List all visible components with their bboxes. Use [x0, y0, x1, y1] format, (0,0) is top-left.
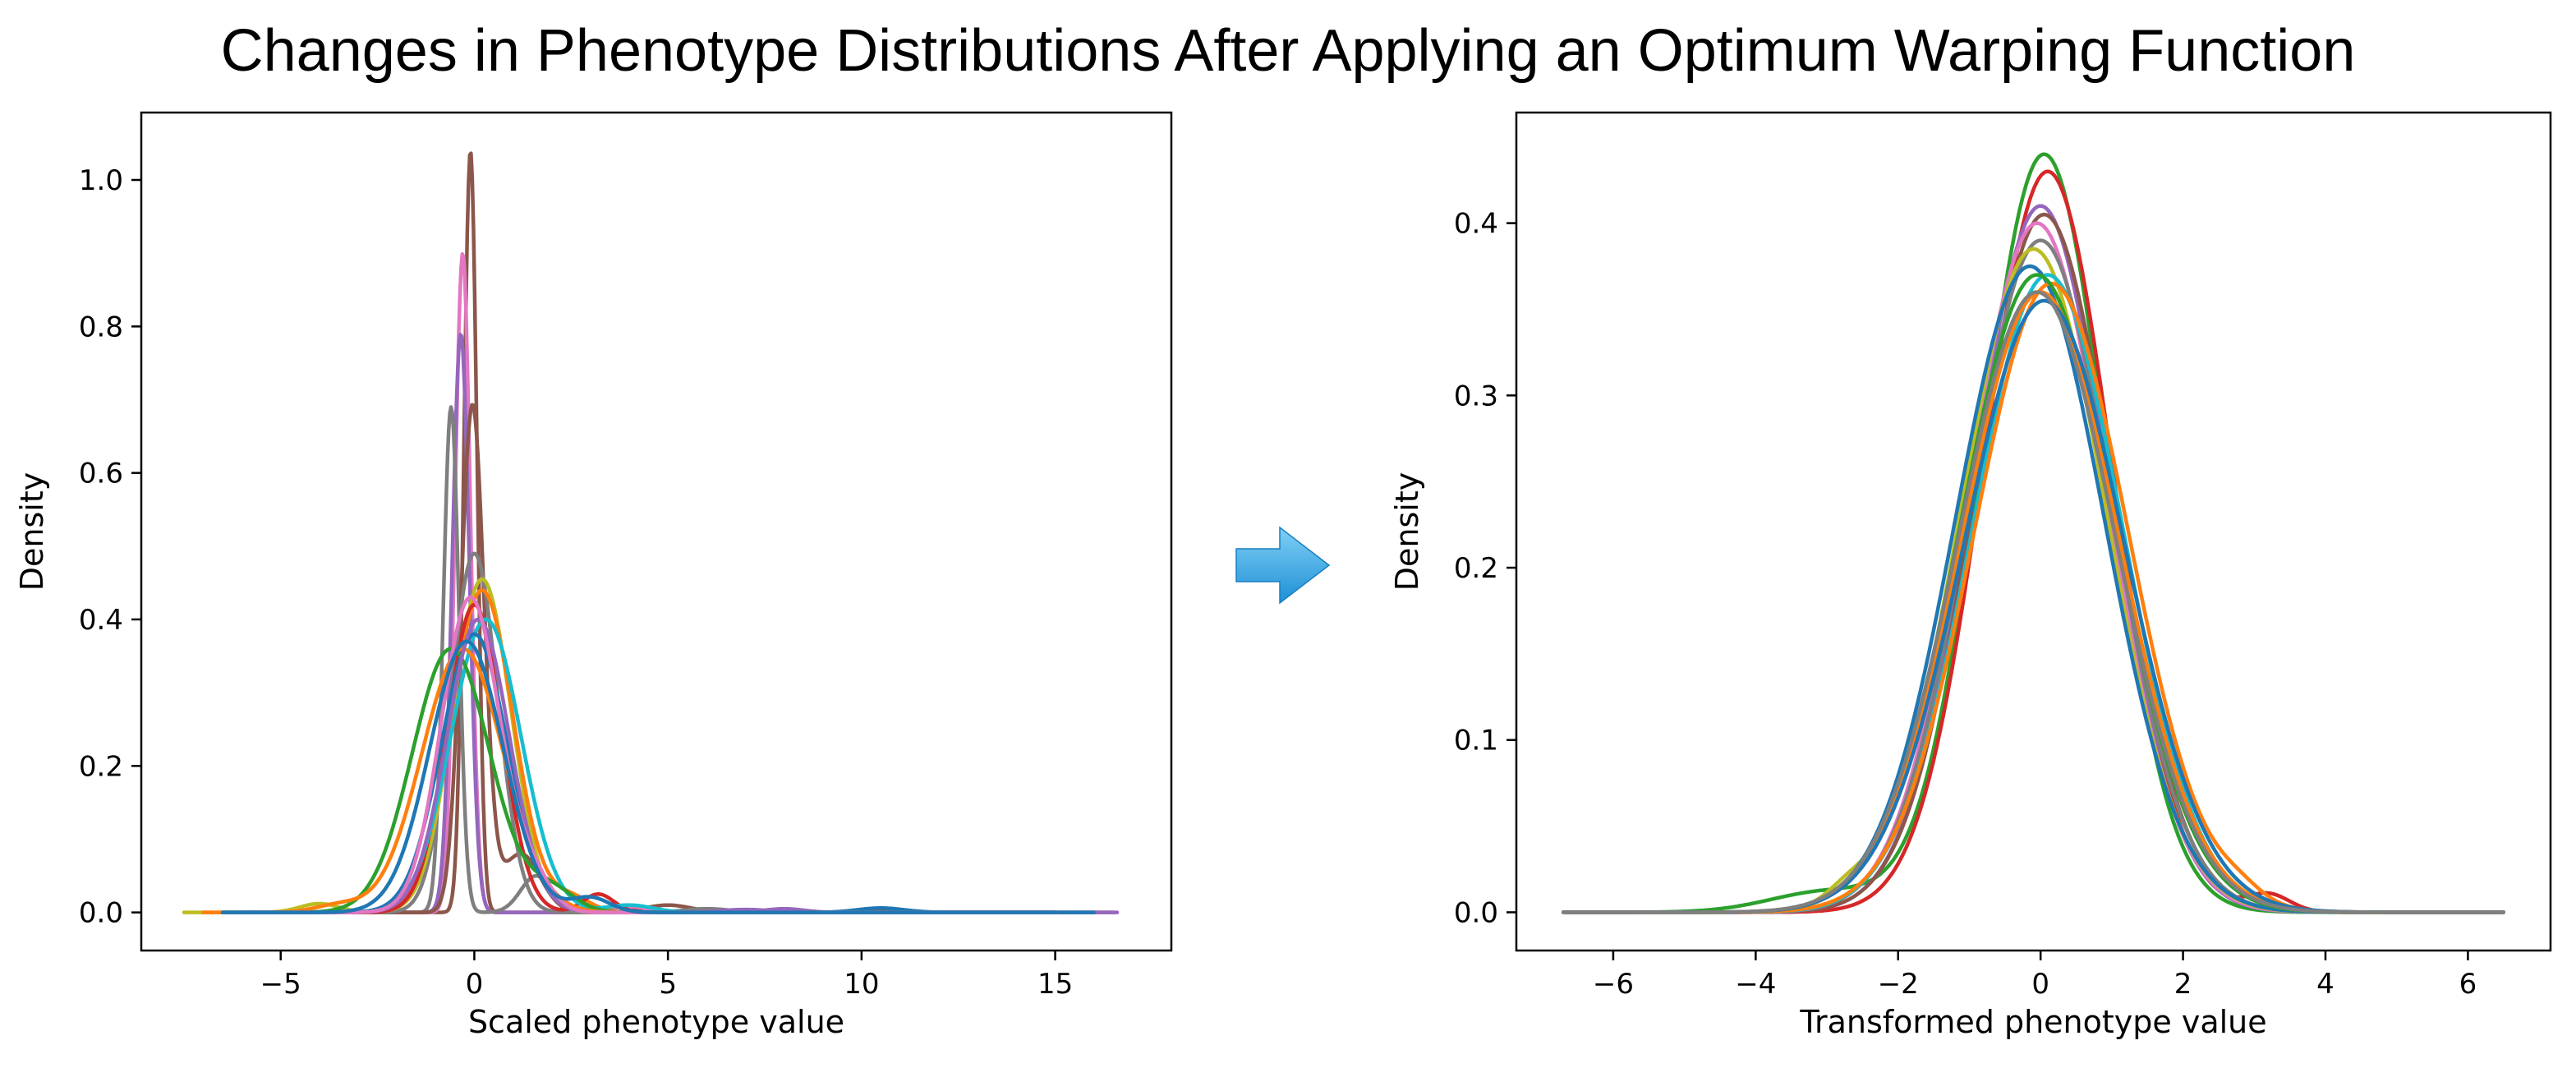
density-curve-14: [1561, 290, 2506, 914]
density-curve-1: [240, 151, 1116, 914]
x-tick-label: 15: [1037, 968, 1073, 1001]
density-curve-7: [1561, 246, 2506, 914]
chart-scaled-phenotype: −5 0 5 10 15 0.0 0.2 0.4 0.6 0.8 1.0 Scaled phenoty…: [14, 111, 1173, 1040]
density-curve-2: [1561, 169, 2506, 914]
density-curve-12: [220, 647, 1057, 914]
density-curve-13: [1561, 298, 2506, 914]
x-tick-label: 10: [844, 968, 879, 1001]
y-tick-label: 0.1: [1454, 725, 1498, 757]
right-arrow-icon: [1235, 526, 1331, 605]
x-tick-label: 5: [659, 968, 677, 1001]
x-tick-label: −2: [1878, 968, 1919, 1001]
y-tick-label: 0.0: [79, 897, 123, 930]
x-tick-label: −6: [1593, 968, 1634, 1001]
y-axis-label: Density: [1389, 472, 1425, 591]
density-curve-3: [220, 333, 1120, 914]
y-tick-label: 1.0: [79, 164, 123, 197]
chart-transformed-phenotype: −6 −4 −2 0 2 4 6 0.0 0.1 0.2 0.3 0.4 Transformed phe…: [1389, 111, 2552, 1040]
x-tick-label: −4: [1735, 968, 1776, 1001]
plot-frame: [1515, 111, 2552, 952]
density-curve-5: [1561, 221, 2506, 914]
y-tick-label: 0.3: [1454, 380, 1498, 412]
density-curve-14: [240, 617, 1057, 914]
x-tick-label: 2: [2174, 968, 2192, 1001]
density-curve-4: [1561, 212, 2506, 914]
density-curve-5: [240, 403, 1057, 914]
series-group: [182, 151, 1120, 914]
y-tick-label: 0.2: [79, 750, 123, 783]
density-curve-4: [240, 405, 1057, 914]
y-tick-label: 0.0: [1454, 896, 1498, 929]
density-curve-13: [201, 647, 1057, 914]
x-tick-label: 0: [2031, 968, 2049, 1001]
density-curve-10: [220, 617, 1057, 914]
density-curve-16: [220, 639, 1057, 914]
density-curve-12: [1561, 290, 2506, 914]
x-axis-label: Scaled phenotype value: [468, 1004, 844, 1040]
density-curve-6: [240, 551, 1057, 914]
y-tick-label: 0.8: [79, 311, 123, 343]
density-curve-3: [1561, 204, 2506, 914]
y-tick-label: 0.4: [79, 604, 123, 637]
density-curve-9: [1561, 273, 2506, 914]
density-curve-8: [240, 588, 1057, 914]
y-axis-label: Density: [14, 472, 50, 591]
figure-title: Changes in Phenotype Distributions After…: [221, 18, 2356, 84]
y-tick-label: 0.2: [1454, 552, 1498, 585]
x-tick-label: 0: [466, 968, 484, 1001]
plot-frame: [140, 111, 1173, 952]
density-curve-8: [1561, 264, 2506, 914]
x-tick-label: −5: [260, 968, 301, 1001]
x-tick-label: 6: [2459, 968, 2477, 1001]
y-tick-label: 0.4: [1454, 208, 1498, 241]
y-tick-label: 0.6: [79, 458, 123, 490]
density-curve-6: [1561, 238, 2506, 914]
x-tick-label: 4: [2316, 968, 2334, 1001]
density-curve-15: [240, 595, 1057, 914]
series-group: [1561, 152, 2506, 914]
density-curve-11: [1561, 273, 2506, 914]
x-axis-label: Transformed phenotype value: [1799, 1004, 2266, 1040]
density-curve-11: [220, 632, 1096, 914]
density-curve-7: [182, 577, 1057, 914]
density-curve-2: [240, 252, 1116, 914]
density-curve-10: [1561, 281, 2506, 914]
